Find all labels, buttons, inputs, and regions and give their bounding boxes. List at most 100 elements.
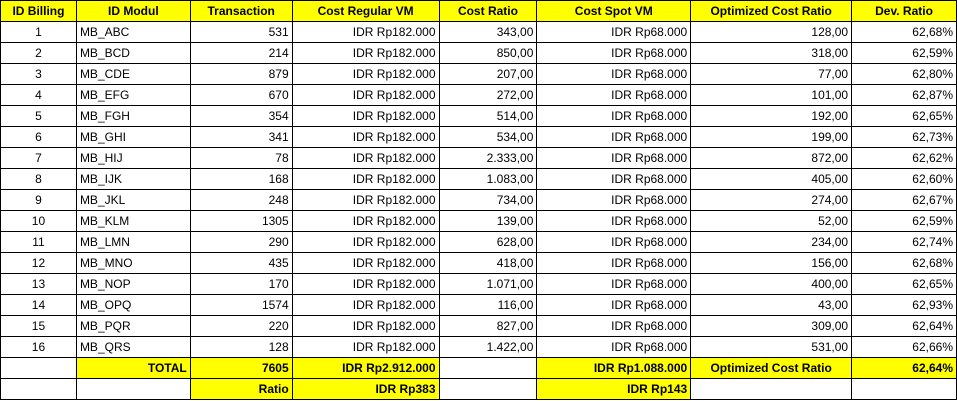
cell-cost-ratio[interactable]: 116,00	[438, 294, 538, 316]
cell-transaction[interactable]: 128	[189, 336, 293, 358]
cell-transaction[interactable]: 354	[189, 105, 293, 127]
cell-cost-spot-vm[interactable]: IDR Rp68.000	[536, 315, 692, 337]
cell-cost-regular-vm[interactable]: IDR Rp182.000	[291, 84, 440, 106]
cell-cost-spot-vm[interactable]: IDR Rp68.000	[536, 126, 692, 148]
empty-cell[interactable]	[438, 378, 538, 400]
cell-optimized-cost-ratio[interactable]: 234,00	[690, 231, 853, 253]
cell-optimized-cost-ratio[interactable]: 531,00	[690, 336, 853, 358]
cell-id-modul[interactable]: MB_QRS	[75, 336, 191, 358]
cell-cost-spot-vm[interactable]: IDR Rp68.000	[536, 336, 692, 358]
cell-dev-ratio[interactable]: 62,66%	[851, 336, 957, 358]
cell-id-modul[interactable]: MB_FGH	[75, 105, 191, 127]
cell-transaction[interactable]: 670	[189, 84, 293, 106]
cell-transaction[interactable]: 531	[189, 21, 293, 43]
empty-cell[interactable]	[0, 378, 77, 400]
total-label[interactable]: TOTAL	[75, 357, 191, 379]
empty-cell[interactable]	[438, 357, 538, 379]
cell-id-billing[interactable]: 10	[0, 210, 77, 232]
cell-cost-regular-vm[interactable]: IDR Rp182.000	[291, 210, 440, 232]
cell-optimized-cost-ratio[interactable]: 43,00	[690, 294, 853, 316]
cell-cost-spot-vm[interactable]: IDR Rp68.000	[536, 189, 692, 211]
cell-cost-ratio[interactable]: 343,00	[438, 21, 538, 43]
cell-cost-ratio[interactable]: 418,00	[438, 252, 538, 274]
cell-cost-spot-vm[interactable]: IDR Rp68.000	[536, 105, 692, 127]
total-optimized-label[interactable]: Optimized Cost Ratio	[690, 357, 853, 379]
cell-id-modul[interactable]: MB_KLM	[75, 210, 191, 232]
cell-optimized-cost-ratio[interactable]: 52,00	[690, 210, 853, 232]
cell-transaction[interactable]: 214	[189, 42, 293, 64]
cell-transaction[interactable]: 879	[189, 63, 293, 85]
cell-dev-ratio[interactable]: 62,80%	[851, 63, 957, 85]
header-cost-spot-vm[interactable]: Cost Spot VM	[536, 0, 692, 22]
cell-cost-ratio[interactable]: 2.333,00	[438, 147, 538, 169]
cell-dev-ratio[interactable]: 62,73%	[851, 126, 957, 148]
cell-optimized-cost-ratio[interactable]: 274,00	[690, 189, 853, 211]
cell-transaction[interactable]: 341	[189, 126, 293, 148]
cell-optimized-cost-ratio[interactable]: 400,00	[690, 273, 853, 295]
cell-dev-ratio[interactable]: 62,65%	[851, 273, 957, 295]
cell-cost-regular-vm[interactable]: IDR Rp182.000	[291, 315, 440, 337]
cell-optimized-cost-ratio[interactable]: 405,00	[690, 168, 853, 190]
cell-id-billing[interactable]: 4	[0, 84, 77, 106]
cell-id-modul[interactable]: MB_EFG	[75, 84, 191, 106]
cell-id-modul[interactable]: MB_ABC	[75, 21, 191, 43]
cell-id-modul[interactable]: MB_MNO	[75, 252, 191, 274]
cell-cost-spot-vm[interactable]: IDR Rp68.000	[536, 42, 692, 64]
cell-dev-ratio[interactable]: 62,74%	[851, 231, 957, 253]
cell-dev-ratio[interactable]: 62,62%	[851, 147, 957, 169]
cell-optimized-cost-ratio[interactable]: 192,00	[690, 105, 853, 127]
cell-id-billing[interactable]: 12	[0, 252, 77, 274]
ratio-cost-regular[interactable]: IDR Rp383	[291, 378, 440, 400]
cell-id-modul[interactable]: MB_HIJ	[75, 147, 191, 169]
cell-dev-ratio[interactable]: 62,59%	[851, 42, 957, 64]
cell-id-modul[interactable]: MB_JKL	[75, 189, 191, 211]
cell-optimized-cost-ratio[interactable]: 77,00	[690, 63, 853, 85]
cell-transaction[interactable]: 78	[189, 147, 293, 169]
cell-id-modul[interactable]: MB_CDE	[75, 63, 191, 85]
header-id-modul[interactable]: ID Modul	[75, 0, 191, 22]
cell-cost-spot-vm[interactable]: IDR Rp68.000	[536, 273, 692, 295]
cell-id-modul[interactable]: MB_IJK	[75, 168, 191, 190]
cell-id-billing[interactable]: 7	[0, 147, 77, 169]
cell-cost-ratio[interactable]: 207,00	[438, 63, 538, 85]
total-dev-ratio[interactable]: 62,64%	[851, 357, 957, 379]
cell-dev-ratio[interactable]: 62,87%	[851, 84, 957, 106]
cell-id-billing[interactable]: 6	[0, 126, 77, 148]
cell-cost-spot-vm[interactable]: IDR Rp68.000	[536, 210, 692, 232]
cell-cost-regular-vm[interactable]: IDR Rp182.000	[291, 168, 440, 190]
cell-transaction[interactable]: 168	[189, 168, 293, 190]
cell-cost-spot-vm[interactable]: IDR Rp68.000	[536, 21, 692, 43]
cell-optimized-cost-ratio[interactable]: 872,00	[690, 147, 853, 169]
cell-optimized-cost-ratio[interactable]: 199,00	[690, 126, 853, 148]
cell-cost-regular-vm[interactable]: IDR Rp182.000	[291, 189, 440, 211]
cell-dev-ratio[interactable]: 62,68%	[851, 252, 957, 274]
empty-cell[interactable]	[851, 378, 957, 400]
cell-optimized-cost-ratio[interactable]: 101,00	[690, 84, 853, 106]
header-id-billing[interactable]: ID Billing	[0, 0, 77, 22]
cell-cost-ratio[interactable]: 827,00	[438, 315, 538, 337]
cell-cost-spot-vm[interactable]: IDR Rp68.000	[536, 231, 692, 253]
cell-cost-spot-vm[interactable]: IDR Rp68.000	[536, 84, 692, 106]
total-transaction[interactable]: 7605	[189, 357, 293, 379]
cell-id-billing[interactable]: 5	[0, 105, 77, 127]
total-cost-spot[interactable]: IDR Rp1.088.000	[536, 357, 692, 379]
header-cost-regular-vm[interactable]: Cost Regular VM	[291, 0, 440, 22]
cell-transaction[interactable]: 220	[189, 315, 293, 337]
cell-id-billing[interactable]: 9	[0, 189, 77, 211]
cell-cost-ratio[interactable]: 534,00	[438, 126, 538, 148]
cell-id-modul[interactable]: MB_GHI	[75, 126, 191, 148]
cell-cost-regular-vm[interactable]: IDR Rp182.000	[291, 231, 440, 253]
cell-cost-ratio[interactable]: 734,00	[438, 189, 538, 211]
cell-cost-regular-vm[interactable]: IDR Rp182.000	[291, 147, 440, 169]
cell-cost-regular-vm[interactable]: IDR Rp182.000	[291, 273, 440, 295]
cell-transaction[interactable]: 170	[189, 273, 293, 295]
cell-cost-regular-vm[interactable]: IDR Rp182.000	[291, 252, 440, 274]
cell-id-billing[interactable]: 8	[0, 168, 77, 190]
cell-transaction[interactable]: 1574	[189, 294, 293, 316]
cell-cost-ratio[interactable]: 1.422,00	[438, 336, 538, 358]
cell-id-modul[interactable]: MB_LMN	[75, 231, 191, 253]
cell-id-billing[interactable]: 11	[0, 231, 77, 253]
empty-cell[interactable]	[75, 378, 191, 400]
cell-cost-ratio[interactable]: 1.083,00	[438, 168, 538, 190]
cell-id-billing[interactable]: 16	[0, 336, 77, 358]
